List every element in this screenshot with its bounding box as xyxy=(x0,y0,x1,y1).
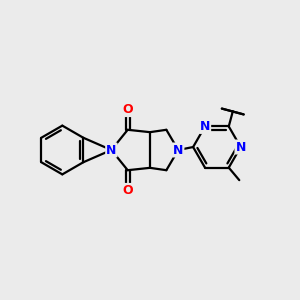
Text: N: N xyxy=(106,143,116,157)
Text: N: N xyxy=(236,140,246,154)
Text: N: N xyxy=(173,143,183,157)
Text: O: O xyxy=(122,184,133,197)
Text: O: O xyxy=(122,103,133,116)
Text: N: N xyxy=(200,120,210,133)
